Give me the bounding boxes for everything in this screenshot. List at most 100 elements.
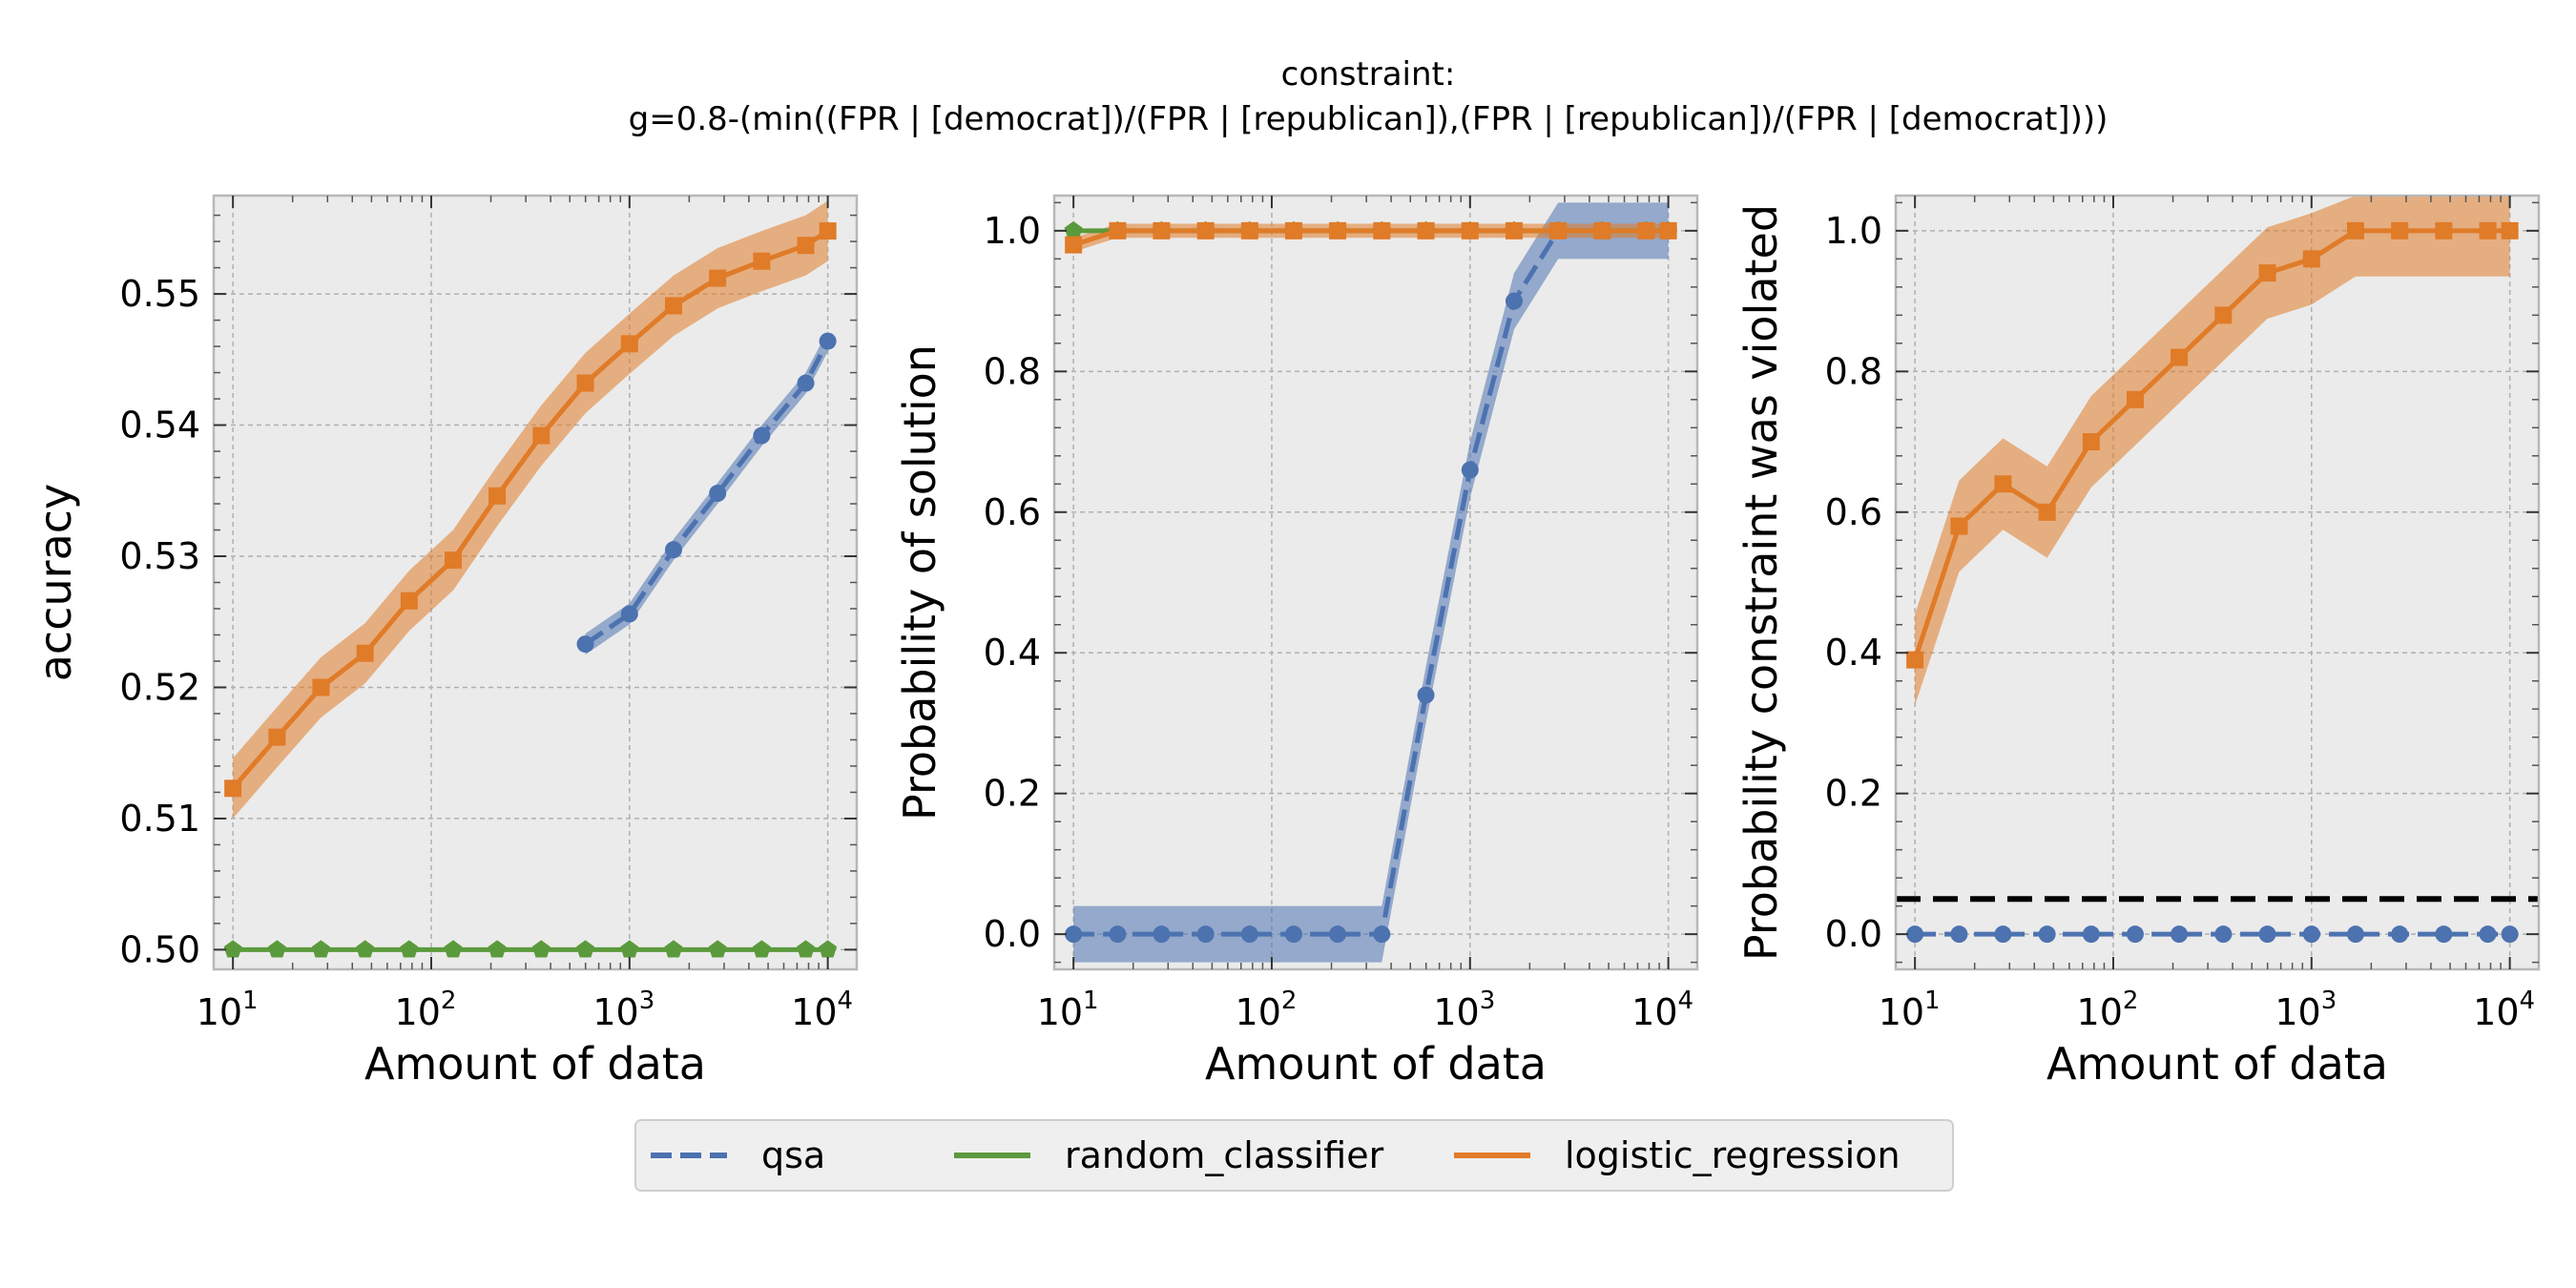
plot-area <box>214 196 857 969</box>
y-tick-label: 0.0 <box>1825 913 1882 955</box>
legend: qsa random_classifier logistic_regression <box>634 1119 1954 1192</box>
random-classifier-point <box>223 940 242 958</box>
x-tick-label: 102 <box>1236 987 1298 1033</box>
random-classifier-point <box>267 940 286 958</box>
probability-constraint-violated-panel: 101 102 103 104 0.0 0.2 0.4 0.6 0.8 1.0 Amount of … <box>1735 194 2541 1090</box>
random-classifier-point <box>708 940 727 958</box>
logistic-regression-point <box>709 269 727 287</box>
y-tick-label: 1.0 <box>984 210 1041 252</box>
qsa-point <box>1373 925 1391 944</box>
logistic-regression-point <box>2082 433 2100 451</box>
logistic-regression-point <box>664 297 682 315</box>
logistic-regression-point <box>2214 306 2233 324</box>
logistic-regression-point <box>1637 221 1655 239</box>
logistic-regression-point <box>1950 517 1968 535</box>
logistic-regression-point <box>620 335 638 353</box>
logistic-regression-point <box>1153 221 1171 239</box>
x-axis-label: Amount of data <box>2046 1038 2388 1090</box>
logistic-regression-point <box>268 728 286 746</box>
y-tick-label: 0.51 <box>119 798 200 840</box>
qsa-point <box>620 605 638 623</box>
qsa-point <box>1950 925 1968 944</box>
qsa-point <box>2214 925 2233 944</box>
random-classifier-point <box>531 940 551 958</box>
plot-frame <box>1052 194 1699 971</box>
x-axis-label: Amount of data <box>364 1038 706 1090</box>
logistic-regression-point <box>488 487 507 505</box>
legend-label-qsa: qsa <box>761 1134 825 1176</box>
y-tick-label: 0.54 <box>119 405 200 447</box>
qsa-point <box>2302 925 2320 944</box>
x-tick-label: 104 <box>2473 987 2535 1033</box>
qsa-point <box>2126 925 2144 944</box>
x-tick-label: 102 <box>395 987 457 1033</box>
logistic-regression-point <box>356 644 374 662</box>
plot-area <box>1054 196 1697 969</box>
probability-of-solution-panel: 101 102 103 104 0.0 0.2 0.4 0.6 0.8 1.0 Amount of … <box>894 194 1699 1090</box>
logistic-regression-band <box>1915 196 2510 706</box>
random-classifier-point <box>752 940 771 958</box>
qsa-point <box>2479 925 2497 944</box>
y-tick-label: 1.0 <box>1825 210 1882 252</box>
qsa-point <box>1284 925 1302 944</box>
qsa-point <box>1240 925 1258 944</box>
logistic-regression-point <box>2126 390 2144 408</box>
logistic-regression-point <box>1505 221 1523 239</box>
qsa-point <box>2501 925 2519 944</box>
x-tick-label: 103 <box>1433 987 1495 1033</box>
qsa-point <box>819 332 837 350</box>
y-tick-label: 0.53 <box>119 535 200 577</box>
y-tick-label: 0.2 <box>984 773 1041 815</box>
logistic-regression-point <box>576 374 594 392</box>
legend-frame <box>634 1119 1954 1192</box>
logistic-regression-point <box>532 426 551 445</box>
random-classifier-point <box>576 940 595 958</box>
qsa-point <box>753 426 771 445</box>
y-tick-label: 0.8 <box>984 350 1041 392</box>
qsa-point <box>1994 925 2012 944</box>
logistic-regression-point <box>1284 221 1302 239</box>
y-tick-label: 0.50 <box>119 928 200 970</box>
logistic-regression-point <box>1373 221 1391 239</box>
logistic-regression-point <box>2391 221 2409 239</box>
y-tick-label: 0.0 <box>984 913 1041 955</box>
x-axis-label: Amount of data <box>1205 1038 1547 1090</box>
qsa-point <box>576 635 594 654</box>
logistic-regression-point <box>2346 221 2364 239</box>
plot-frame <box>1894 194 2541 971</box>
y-tick-label: 0.6 <box>1825 491 1882 533</box>
logistic-regression-point <box>224 779 242 798</box>
logistic-regression-point <box>1461 221 1479 239</box>
y-tick-label: 0.2 <box>1825 773 1882 815</box>
qsa-point <box>2391 925 2409 944</box>
y-axis-label: accuracy <box>30 484 81 682</box>
y-tick-label: 0.55 <box>119 273 200 315</box>
qsa-point <box>2258 925 2276 944</box>
x-tick-label: 103 <box>2275 987 2337 1033</box>
logistic-regression-point <box>1659 221 1677 239</box>
random-classifier-point <box>797 940 816 958</box>
y-tick-label: 0.8 <box>1825 350 1882 392</box>
x-tick-label: 101 <box>197 987 259 1033</box>
random-classifier-point <box>311 940 330 958</box>
qsa-point <box>1906 925 1924 944</box>
logistic-regression-point <box>1417 221 1435 239</box>
logistic-regression-point <box>2171 348 2189 366</box>
logistic-regression-point <box>797 237 815 255</box>
logistic-regression-point <box>2435 221 2453 239</box>
y-tick-label: 0.52 <box>119 666 200 708</box>
y-tick-label: 0.4 <box>984 632 1041 674</box>
random-classifier-point <box>400 940 419 958</box>
logistic-regression-point <box>312 678 330 696</box>
logistic-regression-point <box>1240 221 1258 239</box>
qsa-point <box>1329 925 1347 944</box>
accuracy-panel: 101 102 103 104 0.50 0.51 0.52 0.53 0.54 0.55 Amou… <box>30 194 859 1090</box>
qsa-point <box>1065 925 1083 944</box>
qsa-point <box>2435 925 2453 944</box>
x-tick-label: 104 <box>1631 987 1693 1033</box>
qsa-point <box>1153 925 1171 944</box>
x-tick-label: 104 <box>791 987 853 1033</box>
qsa-point <box>2082 925 2100 944</box>
logistic-regression-point <box>2501 221 2519 239</box>
